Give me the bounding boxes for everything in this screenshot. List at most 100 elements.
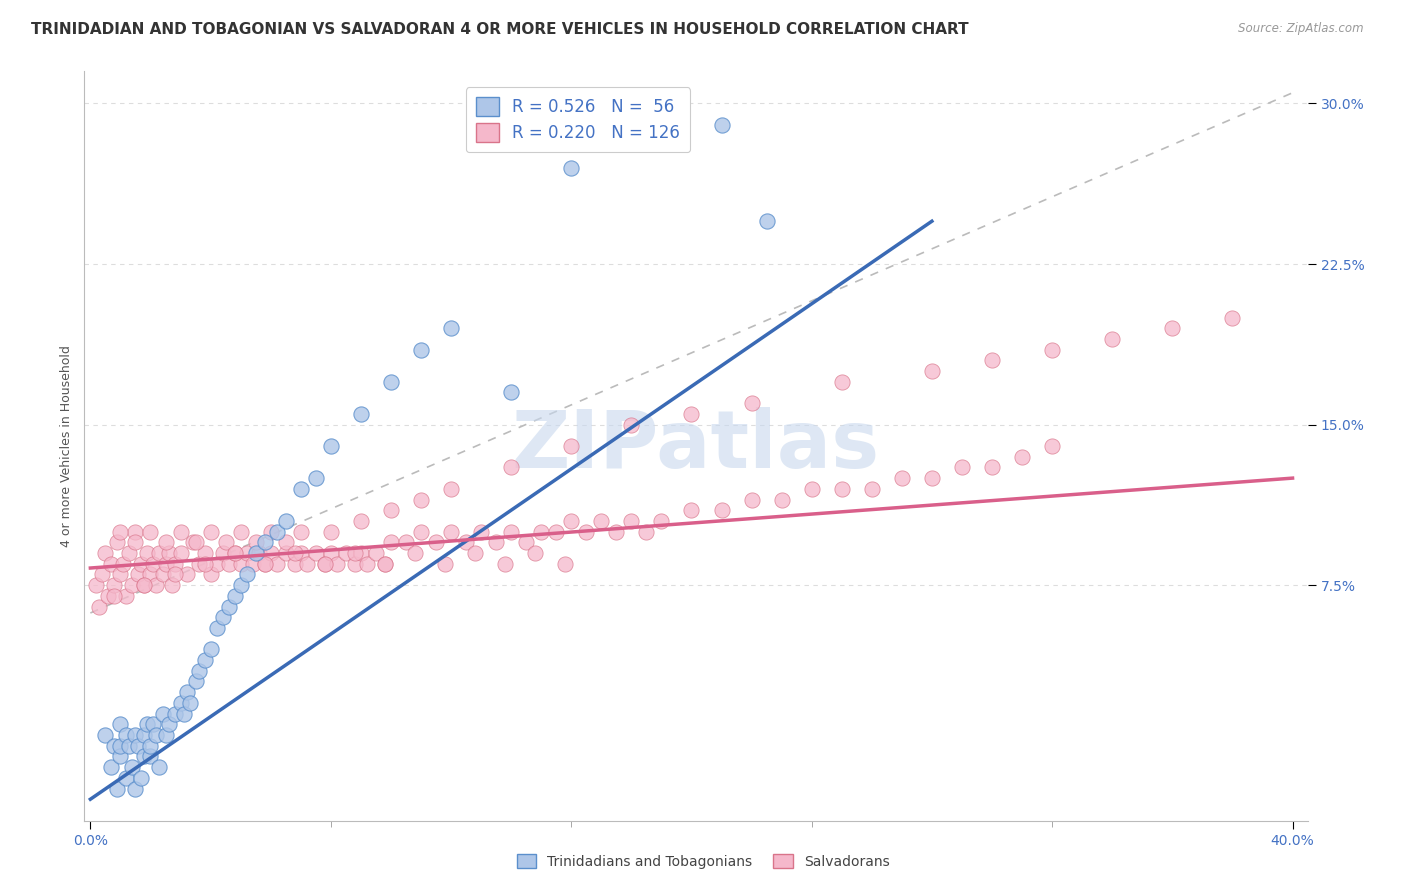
Point (194, 557, 217, 571)
Point (350, 546, 373, 560)
Point (981, 460, 1004, 475)
Point (134, 728, 156, 742)
Point (741, 492, 763, 507)
Point (494, 557, 516, 571)
Point (131, 557, 153, 571)
Legend: R = 0.526   N =  56, R = 0.220   N = 126: R = 0.526 N = 56, R = 0.220 N = 126 (465, 87, 690, 153)
Point (107, 781, 129, 796)
Point (118, 739, 141, 753)
Point (194, 546, 217, 560)
Point (89, 599, 111, 614)
Point (620, 417, 643, 432)
Point (94, 546, 117, 560)
Point (235, 546, 257, 560)
Point (650, 514, 672, 528)
Point (211, 610, 233, 624)
Point (1222, 310, 1244, 325)
Point (100, 760, 122, 774)
Point (380, 535, 402, 549)
Point (163, 706, 186, 721)
Point (218, 599, 240, 614)
Point (173, 706, 195, 721)
Point (260, 546, 283, 560)
Point (681, 407, 703, 421)
Point (124, 535, 146, 549)
Point (530, 524, 553, 539)
Point (139, 567, 162, 582)
Point (94, 728, 117, 742)
Point (319, 439, 342, 453)
Point (107, 535, 129, 549)
Point (1040, 439, 1063, 453)
Point (157, 546, 180, 560)
Point (224, 589, 246, 603)
Point (921, 364, 943, 378)
Point (163, 567, 186, 582)
Point (921, 471, 943, 485)
Point (343, 546, 366, 560)
Point (395, 535, 418, 549)
Point (229, 578, 252, 592)
Point (374, 557, 396, 571)
Point (200, 567, 222, 582)
Point (409, 343, 432, 357)
Point (485, 535, 508, 549)
Point (169, 696, 191, 710)
Point (194, 653, 217, 667)
Point (284, 557, 307, 571)
Point (139, 749, 162, 764)
Point (136, 546, 159, 560)
Point (242, 557, 264, 571)
Point (770, 492, 793, 507)
Point (131, 771, 153, 785)
Point (560, 514, 582, 528)
Point (356, 557, 378, 571)
Point (155, 535, 177, 549)
Point (591, 514, 613, 528)
Point (112, 557, 135, 571)
Point (620, 514, 643, 528)
Point (260, 524, 283, 539)
Point (152, 567, 174, 582)
Point (560, 439, 582, 453)
Point (440, 321, 463, 335)
Point (205, 557, 228, 571)
Point (831, 375, 853, 389)
Point (501, 385, 523, 400)
Point (860, 482, 883, 496)
Point (380, 375, 402, 389)
Point (179, 696, 201, 710)
Point (160, 578, 183, 592)
Point (290, 482, 312, 496)
Point (343, 557, 366, 571)
Point (145, 578, 167, 592)
Point (155, 728, 177, 742)
Point (110, 739, 132, 753)
Point (155, 557, 177, 571)
Point (115, 771, 138, 785)
Point (800, 482, 823, 496)
Point (470, 524, 492, 539)
Point (187, 664, 209, 678)
Point (169, 546, 191, 560)
Point (103, 578, 125, 592)
Point (127, 739, 149, 753)
Point (253, 557, 276, 571)
Point (224, 546, 246, 560)
Point (124, 781, 146, 796)
Point (409, 524, 432, 539)
Point (148, 760, 170, 774)
Point (404, 546, 426, 560)
Point (184, 674, 207, 689)
Point (464, 546, 486, 560)
Point (110, 524, 132, 539)
Point (86, 578, 108, 592)
Point (831, 482, 853, 496)
Point (335, 546, 357, 560)
Point (103, 589, 125, 603)
Point (284, 546, 307, 560)
Point (295, 557, 318, 571)
Point (247, 546, 270, 560)
Point (290, 546, 312, 560)
Point (214, 535, 236, 549)
